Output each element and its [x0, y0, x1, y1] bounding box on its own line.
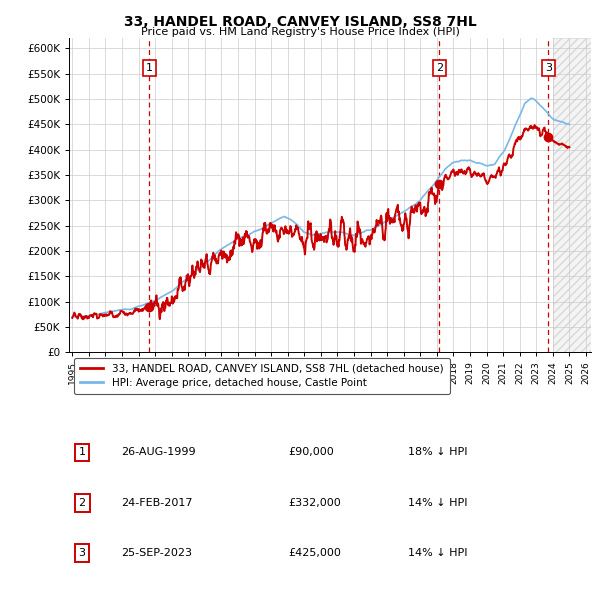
Text: 1: 1	[146, 63, 153, 73]
Text: 1: 1	[79, 447, 86, 457]
Text: £332,000: £332,000	[288, 497, 341, 507]
Text: 24-FEB-2017: 24-FEB-2017	[121, 497, 193, 507]
Text: 2: 2	[79, 497, 86, 507]
Text: 25-SEP-2023: 25-SEP-2023	[121, 548, 192, 558]
Text: 2: 2	[436, 63, 443, 73]
Text: 3: 3	[545, 63, 552, 73]
Text: 3: 3	[79, 548, 86, 558]
Text: 14% ↓ HPI: 14% ↓ HPI	[409, 497, 468, 507]
Text: 14% ↓ HPI: 14% ↓ HPI	[409, 548, 468, 558]
Text: £90,000: £90,000	[288, 447, 334, 457]
Text: 33, HANDEL ROAD, CANVEY ISLAND, SS8 7HL: 33, HANDEL ROAD, CANVEY ISLAND, SS8 7HL	[124, 15, 476, 30]
Text: £425,000: £425,000	[288, 548, 341, 558]
Text: 26-AUG-1999: 26-AUG-1999	[121, 447, 196, 457]
Text: Price paid vs. HM Land Registry's House Price Index (HPI): Price paid vs. HM Land Registry's House …	[140, 27, 460, 37]
Legend: 33, HANDEL ROAD, CANVEY ISLAND, SS8 7HL (detached house), HPI: Average price, de: 33, HANDEL ROAD, CANVEY ISLAND, SS8 7HL …	[74, 358, 449, 394]
Text: 18% ↓ HPI: 18% ↓ HPI	[409, 447, 468, 457]
